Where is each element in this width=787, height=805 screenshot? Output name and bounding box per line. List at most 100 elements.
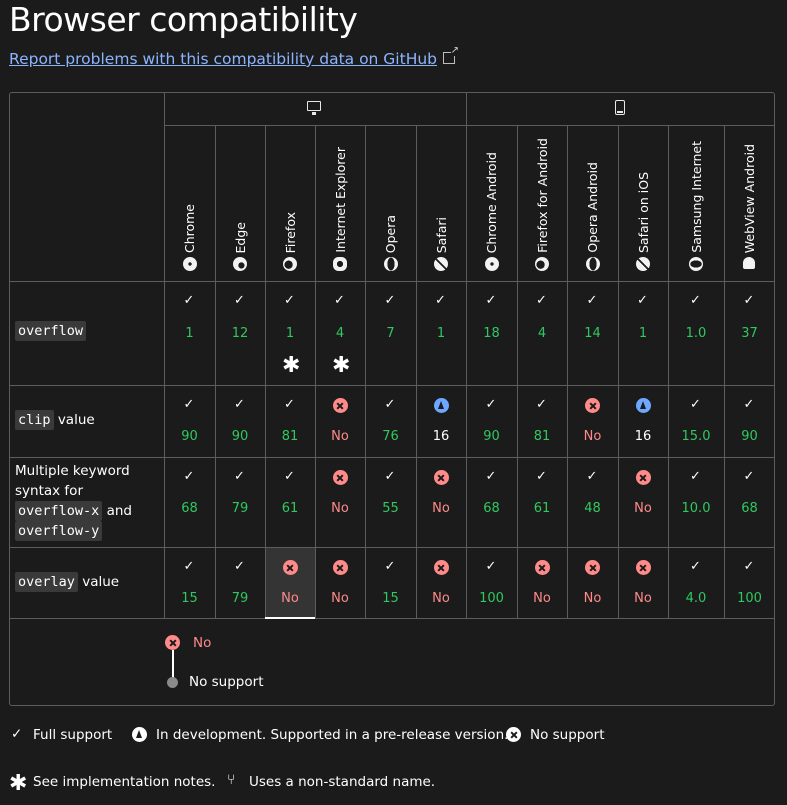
check-icon: ✓	[536, 293, 547, 308]
grid-line	[215, 125, 216, 618]
version-value: 61	[533, 501, 551, 516]
firefox-icon	[283, 257, 297, 271]
check-icon: ✓	[586, 293, 598, 308]
browser-name: Samsung Internet	[668, 129, 724, 253]
check-icon: ✓	[743, 293, 755, 308]
check-icon: ✓	[690, 397, 701, 412]
feature-code: clip	[15, 410, 54, 430]
no-support-icon	[635, 560, 651, 575]
safari-icon	[636, 257, 650, 271]
version-value: 15.0	[681, 429, 711, 444]
feature-and: and	[106, 503, 132, 519]
browser-name-label: Internet Explorer	[332, 147, 348, 253]
check-icon: ✓	[586, 469, 598, 484]
browser-name-label: Edge	[232, 221, 248, 253]
in-development-icon	[132, 727, 147, 742]
check-icon: ✓	[485, 559, 497, 574]
browser-name-label: Firefox for Android	[534, 138, 550, 253]
version-value: 16	[634, 429, 652, 444]
check-icon: ✓	[743, 559, 755, 574]
version-value: 12	[231, 326, 249, 341]
grid-line	[724, 125, 725, 618]
grid-line	[265, 125, 266, 618]
support-cell[interactable]	[417, 386, 466, 457]
browser-name: Edge	[215, 129, 265, 253]
support-cell[interactable]	[518, 548, 567, 618]
no-support-icon	[585, 560, 600, 575]
page-title: Browser compatibility	[9, 0, 358, 39]
version-value: 1.0	[685, 326, 707, 341]
grid-line	[10, 385, 774, 386]
no-support-icon	[332, 560, 348, 575]
grid-line	[618, 125, 619, 618]
no-support-icon	[534, 560, 550, 575]
report-link-text[interactable]: Report problems with this compatibility …	[9, 50, 438, 68]
chrome-icon	[182, 257, 197, 271]
opera-icon	[585, 257, 600, 271]
feature-name: Multiple keyword syntax for overflow-x and…	[15, 461, 132, 541]
browser-name: Opera Android	[567, 129, 618, 253]
grid-line	[567, 125, 568, 618]
report-problems-link[interactable]: Report problems with this compatibility …	[9, 45, 459, 68]
edge-icon	[233, 257, 247, 271]
version-value: 90	[483, 429, 500, 444]
version-value: No	[583, 591, 602, 606]
feature-name: overflow	[15, 321, 87, 341]
browser-name: Chrome Android	[466, 129, 517, 253]
legend-non-standard: Uses a non-standard name.	[249, 774, 436, 790]
grid-line	[164, 93, 165, 618]
samsung-icon	[689, 257, 703, 271]
grid-line	[466, 93, 467, 618]
version-value: 37	[741, 326, 758, 341]
browser-name-label: Chrome Android	[484, 151, 499, 253]
browser-name-label: Firefox	[282, 211, 298, 253]
version-value: 90	[231, 429, 249, 444]
browser-name-label: WebView Android	[742, 143, 757, 253]
check-icon: ✓	[690, 559, 701, 574]
check-icon: ✓	[384, 469, 396, 484]
check-icon: ✓	[284, 469, 295, 484]
support-cell[interactable]	[568, 386, 618, 457]
support-cell[interactable]	[316, 548, 365, 618]
support-cell[interactable]	[316, 386, 365, 457]
version-value: 100	[479, 591, 504, 606]
check-icon: ✓	[183, 469, 195, 484]
in-development-icon	[635, 398, 651, 413]
check-icon: ✓	[183, 397, 195, 412]
opera-icon	[383, 257, 398, 271]
version-value: 1	[638, 326, 648, 341]
grid-line	[10, 618, 774, 619]
browser-name-label: Opera Android	[585, 162, 600, 253]
support-cell[interactable]	[619, 386, 668, 457]
version-value: No	[331, 429, 349, 444]
version-value: No	[432, 501, 450, 516]
feature-name: clip value	[15, 410, 95, 430]
feature-code: overlay	[15, 572, 78, 592]
feature-name: overlay value	[15, 572, 119, 592]
version-value: 90	[741, 429, 758, 444]
version-value: 15	[181, 591, 198, 606]
support-cell[interactable]	[619, 548, 668, 618]
grid-line	[10, 547, 774, 548]
browser-name-label: Safari on iOS	[635, 171, 651, 253]
safari-icon	[434, 257, 448, 271]
grid-line	[668, 125, 669, 618]
browser-name: Internet Explorer	[315, 129, 365, 253]
support-cell[interactable]	[266, 548, 315, 618]
no-support-icon	[433, 470, 449, 485]
support-cell[interactable]	[417, 548, 466, 618]
mobile-icon	[613, 100, 627, 115]
grid-line	[164, 125, 774, 126]
version-value: 1	[436, 326, 446, 341]
feature-suffix: value	[57, 412, 95, 428]
compat-table: Chrome Edge Firefox Internet Explorer Opera S…	[9, 92, 775, 706]
browser-name-label: Opera	[383, 214, 398, 253]
feature-line: Multiple keyword	[15, 463, 130, 479]
check-icon: ✓	[743, 397, 755, 412]
version-value: 100	[737, 591, 762, 606]
legend-full-support: Full support	[33, 727, 113, 743]
android-icon	[742, 257, 755, 269]
check-icon: ✓	[485, 293, 497, 308]
check-icon: ✓	[284, 293, 295, 308]
support-cell[interactable]	[568, 548, 618, 618]
